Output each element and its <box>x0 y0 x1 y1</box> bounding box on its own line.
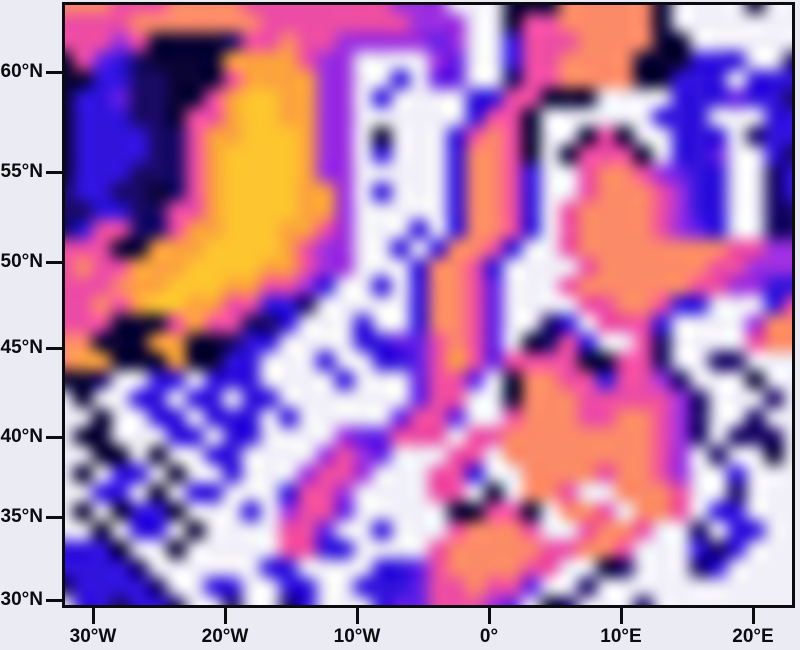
x-tick-mark <box>91 608 95 624</box>
x-tick-label: 20°E <box>732 626 774 647</box>
x-tick-mark <box>751 608 755 624</box>
y-tick-mark <box>46 260 62 264</box>
x-tick-mark <box>487 608 491 624</box>
x-tick-label: 10°E <box>600 626 642 647</box>
y-tick-mark <box>46 346 62 350</box>
y-tick-label: 60°N <box>0 61 43 82</box>
x-tick-label: 10°W <box>333 626 381 647</box>
x-tick-label: 0° <box>479 626 499 647</box>
y-tick-mark <box>46 435 62 439</box>
y-tick-mark <box>46 515 62 519</box>
y-tick-label: 55°N <box>0 161 43 182</box>
x-tick-label: 30°W <box>69 626 117 647</box>
y-tick-label: 35°N <box>0 506 43 527</box>
heatmap-canvas <box>65 5 792 605</box>
y-tick-mark <box>46 70 62 74</box>
y-tick-mark <box>46 598 62 602</box>
y-tick-label: 50°N <box>0 251 43 272</box>
y-tick-label: 30°N <box>0 589 43 610</box>
y-tick-mark <box>46 170 62 174</box>
x-tick-mark <box>619 608 623 624</box>
x-tick-mark <box>355 608 359 624</box>
y-tick-label: 40°N <box>0 426 43 447</box>
x-tick-mark <box>223 608 227 624</box>
y-tick-label: 45°N <box>0 337 43 358</box>
x-tick-label: 20°W <box>201 626 249 647</box>
